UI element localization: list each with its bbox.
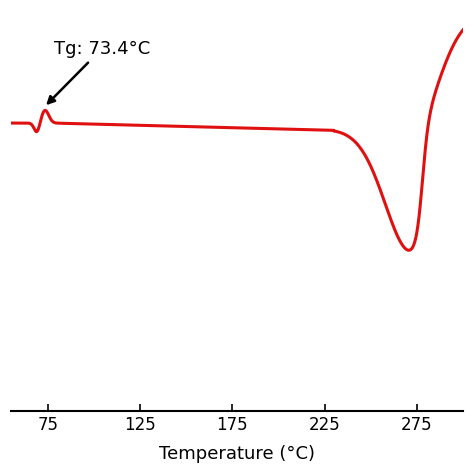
Text: Tg: 73.4°C: Tg: 73.4°C	[48, 40, 150, 103]
X-axis label: Temperature (°C): Temperature (°C)	[159, 445, 315, 463]
